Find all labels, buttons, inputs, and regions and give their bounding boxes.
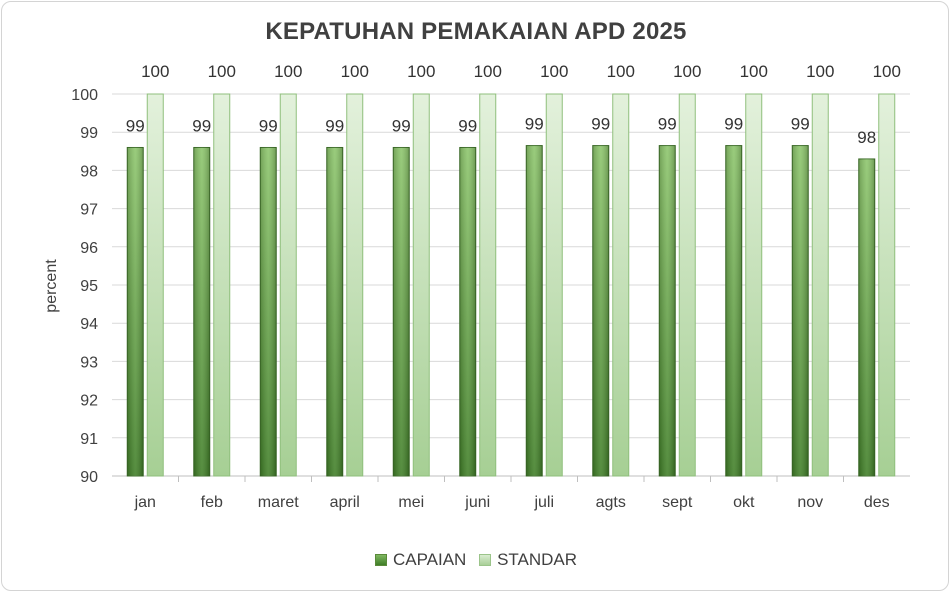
legend-swatch-standar	[479, 554, 492, 566]
x-tick-label-feb: feb	[201, 494, 223, 511]
data-label-standar-april: 100	[341, 62, 369, 81]
bar-standar-nov	[811, 93, 829, 477]
data-label-standar-jan: 100	[141, 62, 169, 81]
data-label-capaian-feb: 99	[192, 116, 211, 135]
bar-standar-juni	[479, 93, 497, 477]
y-tick-label: 93	[80, 354, 98, 371]
data-label-standar-juni: 100	[474, 62, 502, 81]
bar-standar-sept	[678, 93, 696, 477]
x-tick-label-agts: agts	[596, 494, 626, 511]
data-label-capaian-nov: 99	[791, 115, 810, 134]
bar-shade-jan	[127, 147, 144, 477]
chart-legend: CAPAIAN STANDAR	[0, 550, 952, 571]
bar-shade-juni	[459, 147, 476, 477]
bar-standar-okt	[745, 93, 763, 477]
bar-shade-des	[858, 158, 875, 476]
y-tick-label: 98	[80, 163, 98, 180]
bar-standar-jan	[146, 93, 164, 477]
bar-shade-agts	[592, 145, 609, 476]
legend-label-capaian: CAPAIAN	[392, 550, 467, 569]
data-label-capaian-agts: 99	[591, 115, 610, 134]
y-tick-label: 99	[80, 125, 98, 142]
bar-shade-april	[326, 147, 343, 477]
data-label-capaian-juli: 99	[525, 115, 544, 134]
bar-standar-juli	[545, 93, 563, 477]
data-label-capaian-april: 99	[325, 116, 344, 135]
bar-shade-sept	[659, 145, 676, 476]
y-tick-label: 96	[80, 240, 98, 257]
data-label-standar-feb: 100	[208, 62, 236, 81]
bar-shade-juli	[526, 145, 543, 476]
y-tick-label: 97	[80, 202, 98, 219]
data-label-standar-okt: 100	[740, 62, 768, 81]
y-tick-label: 100	[71, 87, 98, 104]
x-tick-label-okt: okt	[733, 494, 755, 511]
y-tick-label: 92	[80, 393, 98, 410]
legend-label-standar: STANDAR	[497, 550, 578, 569]
bar-shade-maret	[260, 147, 277, 477]
data-label-capaian-juni: 99	[458, 116, 477, 135]
x-tick-label-juni: juni	[464, 494, 490, 511]
x-tick-label-jan: jan	[134, 494, 156, 511]
x-tick-label-nov: nov	[797, 494, 823, 511]
y-tick-label: 94	[80, 316, 98, 333]
bar-standar-april	[346, 93, 364, 477]
data-label-capaian-sept: 99	[658, 115, 677, 134]
data-label-capaian-mei: 99	[392, 116, 411, 135]
x-tick-label-maret: maret	[258, 494, 299, 511]
bar-shade-feb	[193, 147, 210, 477]
bar-standar-agts	[612, 93, 630, 477]
bar-standar-des	[878, 93, 896, 477]
y-tick-label: 91	[80, 431, 98, 448]
x-tick-label-mei: mei	[398, 494, 424, 511]
x-tick-label-sept: sept	[662, 494, 693, 511]
data-label-standar-nov: 100	[806, 62, 834, 81]
bar-standar-maret	[279, 93, 297, 477]
x-tick-label-juli: juli	[533, 494, 554, 511]
legend-swatch-capaian	[374, 554, 387, 566]
bar-standar-feb	[213, 93, 231, 477]
x-tick-label-des: des	[864, 494, 890, 511]
data-label-capaian-jan: 99	[126, 116, 145, 135]
data-label-standar-des: 100	[873, 62, 901, 81]
x-tick-label-april: april	[330, 494, 360, 511]
y-tick-label: 95	[80, 278, 98, 295]
data-label-capaian-okt: 99	[724, 115, 743, 134]
data-label-standar-agts: 100	[607, 62, 635, 81]
legend-item-standar: STANDAR	[479, 550, 577, 570]
data-label-standar-mei: 100	[407, 62, 435, 81]
data-label-capaian-des: 98	[857, 128, 876, 147]
bar-shade-okt	[725, 145, 742, 476]
y-tick-label: 90	[80, 469, 98, 486]
data-label-standar-sept: 100	[673, 62, 701, 81]
legend-item-capaian: CAPAIAN	[374, 550, 467, 570]
bar-standar-mei	[412, 93, 430, 477]
data-label-standar-juli: 100	[540, 62, 568, 81]
chart-title: KEPATUHAN PEMAKAIAN APD 2025	[265, 18, 687, 45]
bar-shade-nov	[792, 145, 809, 476]
bar-shade-mei	[393, 147, 410, 477]
data-label-capaian-maret: 99	[259, 116, 278, 135]
data-label-standar-maret: 100	[274, 62, 302, 81]
